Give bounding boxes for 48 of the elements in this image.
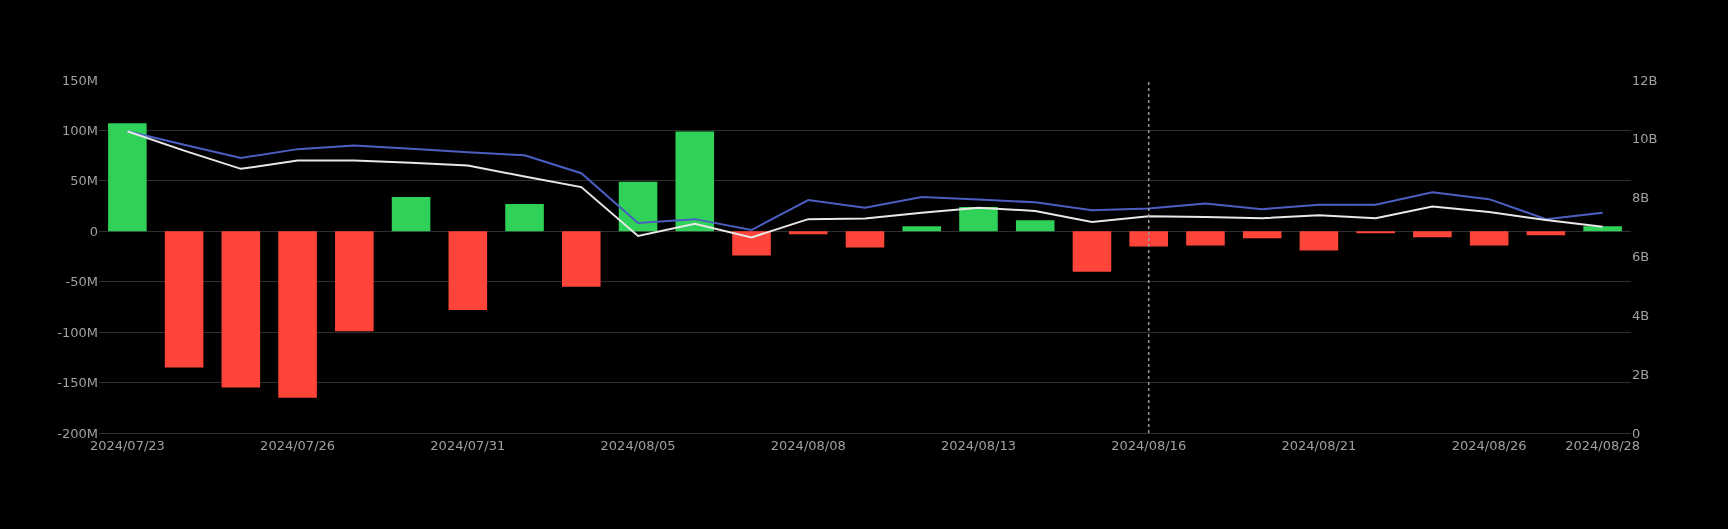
x-tick-label: 2024/07/31 bbox=[430, 437, 506, 453]
x-tick-label: 2024/07/26 bbox=[260, 437, 336, 453]
y2-tick-label: 8B bbox=[1632, 190, 1650, 206]
bar bbox=[1299, 231, 1339, 251]
bar bbox=[448, 231, 488, 310]
bar bbox=[562, 231, 601, 287]
bar bbox=[1469, 231, 1509, 246]
bar bbox=[335, 231, 374, 332]
bar bbox=[1186, 231, 1225, 246]
y2-tick-label: 4B bbox=[1632, 307, 1650, 323]
bar bbox=[959, 207, 998, 232]
y-tick-label: -100M bbox=[57, 324, 98, 340]
y-tick-label: 150M bbox=[61, 72, 98, 88]
x-tick-label: 2024/08/16 bbox=[1111, 437, 1187, 453]
bar bbox=[278, 231, 317, 398]
bar bbox=[391, 196, 431, 232]
bar bbox=[1129, 231, 1168, 247]
bar bbox=[1526, 231, 1566, 236]
y-tick-label: 50M bbox=[70, 173, 98, 189]
bar bbox=[505, 204, 544, 232]
x-tick-label: 2024/08/13 bbox=[941, 437, 1016, 453]
bar bbox=[788, 231, 828, 235]
y-tick-label: 0 bbox=[89, 223, 98, 239]
x-tick-label: 2024/08/21 bbox=[1281, 437, 1357, 453]
bar bbox=[1583, 226, 1622, 232]
y2-tick-label: 2B bbox=[1632, 366, 1650, 382]
bar bbox=[1072, 231, 1112, 272]
bar bbox=[1413, 231, 1452, 238]
bar bbox=[1242, 231, 1282, 239]
x-tick-label: 2024/08/05 bbox=[600, 437, 676, 453]
bar bbox=[732, 231, 771, 256]
x-tick-label: 2024/08/08 bbox=[770, 437, 846, 453]
y-tick-label: -50M bbox=[65, 274, 98, 290]
y2-tick-label: 6B bbox=[1632, 249, 1650, 265]
bar bbox=[845, 231, 885, 248]
bar bbox=[902, 226, 942, 232]
y-tick-label: 100M bbox=[61, 122, 98, 138]
y-tick-label: -150M bbox=[57, 375, 98, 391]
bar bbox=[1356, 231, 1395, 234]
bar bbox=[221, 231, 261, 388]
bar bbox=[164, 231, 204, 368]
bar bbox=[108, 123, 147, 232]
x-tick-label: 2024/08/26 bbox=[1451, 437, 1527, 453]
bar bbox=[1015, 220, 1055, 232]
bar bbox=[675, 131, 715, 232]
y2-tick-label: 12B bbox=[1632, 72, 1658, 88]
bar bbox=[618, 181, 658, 232]
y2-tick-label: 10B bbox=[1632, 131, 1658, 147]
